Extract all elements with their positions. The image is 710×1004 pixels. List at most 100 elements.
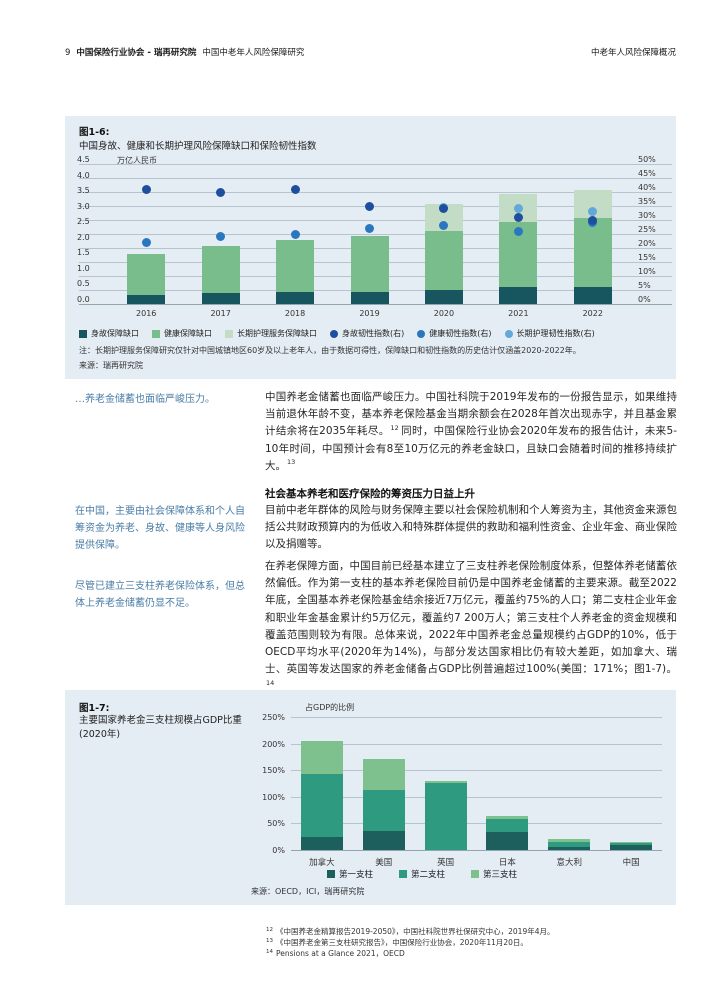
bar-segment	[548, 839, 591, 843]
gridline	[79, 178, 672, 179]
gridline	[291, 796, 662, 798]
paragraph-text: 在养老保障方面，中国目前已经基本建立了三支柱养老保险制度体系，但整体养老储蓄依然…	[265, 560, 677, 676]
right-axis-tick: 0%	[638, 295, 651, 304]
margin-note-three-pillar: 尽管已建立三支柱养老保险体系，但总体上养老金储蓄仍显不足。	[75, 581, 245, 609]
footnote-number: 12	[266, 926, 273, 933]
figure6-axis-unit: 万亿人民币	[117, 156, 157, 165]
bar-segment	[548, 842, 591, 848]
legend-item: 身故韧性指数(右)	[330, 328, 404, 339]
legend-swatch	[399, 870, 408, 878]
header-left: 9 中国保险行业协会 - 瑞再研究院 中国中老年人风险保障研究	[65, 46, 310, 58]
bar-segment	[201, 293, 240, 304]
legend-item: 身故保障缺口	[79, 328, 139, 339]
right-axis-tick: 45%	[638, 169, 656, 178]
bar-segment	[127, 254, 166, 295]
bar-segment	[424, 782, 467, 850]
legend-label: 长期护理服务保障缺口	[237, 329, 317, 338]
gridline	[291, 717, 662, 718]
left-axis-tick: 1.5	[77, 248, 90, 258]
footnote-ref-13: 13	[287, 458, 296, 467]
figure6-title: 中国身故、健康和长期护理风险保障缺口和保险韧性指数	[79, 141, 317, 152]
legend-swatch	[471, 870, 480, 878]
margin-note-social-security: 在中国，主要由社会保障体系和个人自筹资金为养老、身故、健康等人身风险提供保障。	[75, 506, 245, 551]
bar-segment	[362, 831, 405, 850]
legend-label: 第一支柱	[339, 870, 374, 880]
figure6-note: 注：长期护理服务保障研究仅针对中国城镇地区60岁及以上老年人，由于数据可得性，保…	[79, 346, 581, 355]
bar-segment	[610, 842, 653, 845]
left-axis-tick: 0.0	[77, 295, 90, 304]
legend-swatch	[330, 329, 338, 338]
gridline	[79, 220, 672, 221]
bar-segment	[362, 790, 405, 832]
x-axis-label: 2021	[508, 309, 529, 318]
left-axis-tick: 3.5	[77, 186, 90, 196]
right-axis-tick: 30%	[638, 211, 656, 220]
figure7-title: 主要国家养老金三支柱规模占GDP比重(2020年)	[79, 715, 242, 740]
footnote-12: 12 《中国养老金精算报告2019-2050》，中国社科院世界社保研究中心，201…	[265, 926, 677, 937]
footnote-number: 13	[266, 937, 273, 944]
footnote-text: 《中国养老金第三支柱研究报告》，中国保险行业协会，2020年11月20日。	[276, 938, 528, 947]
x-axis-label: 2020	[433, 309, 455, 318]
right-axis-tick: 20%	[638, 239, 656, 248]
y-axis-tick: 250%	[262, 713, 285, 722]
gridline	[79, 206, 672, 207]
bar-segment	[486, 832, 529, 850]
legend-label: 身故韧性指数(右)	[342, 329, 405, 338]
figure7-label: 图1-7:	[79, 703, 110, 714]
resilience-dot	[513, 204, 523, 214]
legend-label: 健康韧性指数(右)	[429, 329, 492, 338]
bar-segment	[573, 218, 612, 287]
figure7-legend: 第一支柱 第二支柱 第三支柱	[327, 868, 517, 880]
bar-segment	[350, 291, 389, 304]
bar-segment	[350, 235, 389, 292]
paragraph-text: 中国养老金储蓄也面临严峻压力。中国社科院于2019年发布的一份报告显示，如果维持…	[265, 391, 677, 438]
gridline	[79, 192, 672, 193]
bar-segment	[362, 758, 405, 791]
resilience-dot	[588, 215, 598, 225]
bar-segment	[300, 774, 343, 837]
bar-segment	[300, 836, 343, 850]
legend-label: 身故保障缺口	[91, 329, 139, 338]
x-axis-label: 加拿大	[309, 858, 335, 868]
bar-segment	[610, 844, 653, 850]
legend-item: 第二支柱	[399, 868, 445, 880]
x-axis-label: 日本	[498, 858, 516, 868]
legend-label: 第三支柱	[483, 870, 518, 880]
x-axis-label: 2017	[210, 309, 231, 318]
legend-item: 长期护理服务保障缺口	[225, 328, 317, 339]
figure6-panel: 图1-6: 中国身故、健康和长期护理风险保障缺口和保险韧性指数 万亿人民币 50…	[65, 116, 676, 379]
bar-segment	[300, 740, 343, 775]
bar-segment	[424, 781, 467, 783]
footnote-ref-14: 14	[266, 678, 275, 687]
y-axis-tick: 50%	[267, 819, 285, 829]
figure6-label: 图1-6:	[79, 127, 110, 138]
bar-segment	[424, 230, 463, 290]
gridline	[79, 304, 672, 305]
resilience-dot	[513, 226, 523, 236]
x-axis-label: 中国	[622, 858, 640, 868]
bar-segment	[424, 290, 463, 304]
x-axis-label: 美国	[375, 858, 393, 868]
legend-item: 健康韧性指数(右)	[417, 328, 492, 339]
legend-item: 第一支柱	[327, 868, 373, 880]
paragraph-text: 同时，中国保险行业协会2020年发布的报告估计，未来5-10年时间，中国预计会有…	[265, 425, 677, 472]
legend-swatch	[225, 329, 233, 338]
right-axis-tick: 25%	[638, 225, 656, 234]
resilience-dot	[365, 201, 374, 211]
footnote-text: 《中国养老金精算报告2019-2050》，中国社科院世界社保研究中心，2019年…	[276, 927, 555, 936]
legend-label: 长期护理韧性指数(右)	[516, 329, 595, 338]
right-axis-tick: 15%	[638, 253, 656, 262]
bar-segment	[127, 294, 166, 304]
right-axis-tick: 10%	[638, 267, 656, 276]
bar-segment	[201, 246, 240, 294]
footnotes-block: 12 《中国养老金精算报告2019-2050》，中国社科院世界社保研究中心，201…	[265, 926, 677, 959]
bar-segment	[573, 286, 612, 304]
footnote-14: 14 Pensions at a Glance 2021，OECD	[265, 948, 677, 959]
legend-item: 健康保障缺口	[152, 328, 212, 339]
gridline	[79, 234, 672, 235]
resilience-dot	[439, 204, 449, 214]
gridline	[291, 743, 662, 745]
y-axis-tick: 150%	[262, 766, 285, 776]
resilience-dot	[439, 221, 449, 231]
legend-swatch	[152, 329, 160, 338]
